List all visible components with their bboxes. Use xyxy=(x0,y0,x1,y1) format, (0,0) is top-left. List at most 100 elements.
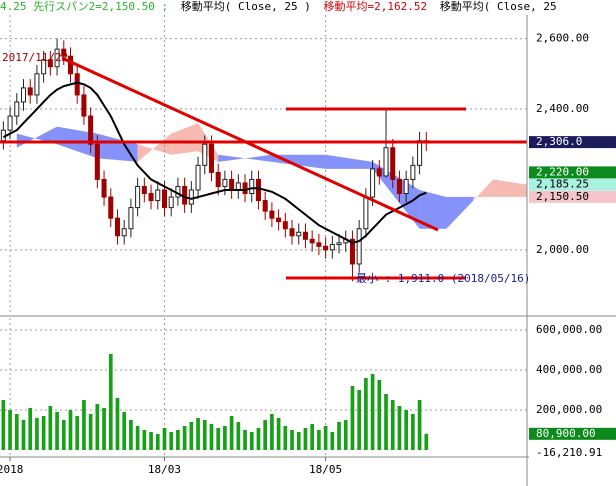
candle-body xyxy=(168,196,174,209)
cloud-segment xyxy=(218,154,272,162)
volume-bar xyxy=(404,410,409,450)
candle-body xyxy=(302,231,308,240)
candle-body xyxy=(141,185,147,195)
volume-bar xyxy=(337,422,341,450)
candle-body xyxy=(161,189,167,209)
candle-body xyxy=(208,143,214,173)
cloud-layer xyxy=(16,123,527,229)
candle-body xyxy=(403,178,409,195)
volume-bar xyxy=(108,354,113,450)
volume-bar xyxy=(35,418,39,450)
volume-bar xyxy=(75,416,80,450)
candle-body xyxy=(128,207,134,230)
volume-bar xyxy=(28,408,33,450)
volume-bar xyxy=(296,432,301,450)
volume-bar xyxy=(176,430,180,450)
cloud-segment xyxy=(446,196,474,229)
volume-bar xyxy=(364,378,368,450)
candle-body xyxy=(296,231,302,237)
volume-bar xyxy=(323,426,328,450)
candle-body xyxy=(155,189,161,202)
labels-layer: 2,600.00 2,400.00 2,000.00 600,000.00 400,00… xyxy=(0,32,616,476)
volume-bar xyxy=(370,374,375,450)
volume-bar xyxy=(223,426,227,450)
value-label: 80,900.00 xyxy=(536,427,596,440)
value-box xyxy=(529,166,616,179)
candle-body xyxy=(316,242,322,247)
volume-bar xyxy=(397,406,402,450)
marks-layer xyxy=(0,38,429,450)
candle-body xyxy=(215,171,221,187)
volume-bar xyxy=(303,428,308,450)
candle-body xyxy=(349,238,355,265)
candle-body xyxy=(249,178,255,195)
candle-body xyxy=(88,115,94,145)
candle-body xyxy=(67,55,74,75)
y-tick-label: 2,000.00 xyxy=(536,243,589,256)
value-label: 2,220.00 xyxy=(536,165,589,178)
candle-body xyxy=(108,196,114,219)
moving-average xyxy=(2,81,427,244)
candle-body xyxy=(383,147,389,177)
candle-body xyxy=(255,178,261,202)
volume-bar xyxy=(236,422,241,450)
volume-bar xyxy=(21,420,26,450)
header: 4.25 先行スパン2=2,150.50 ; 移動平均( Close, 25 )… xyxy=(0,0,557,13)
candle-body xyxy=(396,178,402,195)
volume-bar xyxy=(68,410,73,450)
candle-body xyxy=(188,189,194,205)
cloud-segment xyxy=(493,179,527,197)
x-tick-label: 2018 xyxy=(0,463,23,476)
volume-bar xyxy=(317,430,321,450)
grid-layer xyxy=(0,15,527,455)
volume-bar xyxy=(129,420,133,450)
candle-body xyxy=(370,168,376,198)
candle-body xyxy=(289,228,295,237)
value-box xyxy=(529,190,616,203)
value-box xyxy=(529,427,616,440)
candle-body xyxy=(336,242,342,246)
cloud-segment xyxy=(271,154,326,169)
cloud-segment xyxy=(171,123,199,155)
header-item: 移動平均=2,162.52 xyxy=(323,0,427,13)
candle-body xyxy=(47,59,53,68)
volume-bar xyxy=(149,432,153,450)
volume-bar xyxy=(276,418,281,450)
y-tick-label: 200,000.00 xyxy=(536,403,602,416)
cloud-segment xyxy=(137,133,172,162)
candle-body xyxy=(235,182,241,191)
candle-body xyxy=(390,147,396,180)
volume-bar xyxy=(283,426,288,450)
volume-bar xyxy=(390,400,395,450)
volume-bar xyxy=(350,386,355,450)
volume-bar xyxy=(41,416,46,450)
candle-body xyxy=(329,244,335,251)
volume-bar xyxy=(196,418,200,450)
candle-body xyxy=(363,196,369,230)
volume-bar xyxy=(202,420,207,450)
candle-body xyxy=(222,178,228,187)
candle-body xyxy=(114,217,120,237)
candle-body xyxy=(20,87,27,103)
candle-body xyxy=(74,73,80,96)
volume-bar xyxy=(310,424,315,450)
volume-bar xyxy=(330,432,335,450)
volume-bar xyxy=(290,430,294,450)
value-box xyxy=(529,447,616,460)
cloud-segment xyxy=(473,179,494,201)
candle-body xyxy=(323,245,329,251)
volume-bar xyxy=(249,432,254,450)
header-item: 移動平均( Close, 25 ) xyxy=(181,0,311,13)
y-tick-label: 400,000.00 xyxy=(536,363,602,376)
candle-body xyxy=(276,217,282,223)
candle-body xyxy=(269,210,275,219)
candle-body xyxy=(410,164,416,180)
x-tick-label: 18/03 xyxy=(148,463,181,476)
volume-bar xyxy=(82,400,86,450)
trend-line xyxy=(61,56,439,232)
y-tick-label: 600,000.00 xyxy=(536,323,602,336)
annotation: 最小 : 1,911.0 (2018/05/16) xyxy=(356,272,530,285)
header-item: 4.25 先行スパン2=2,150.50 ; xyxy=(0,0,168,13)
volume-bar xyxy=(182,426,187,450)
